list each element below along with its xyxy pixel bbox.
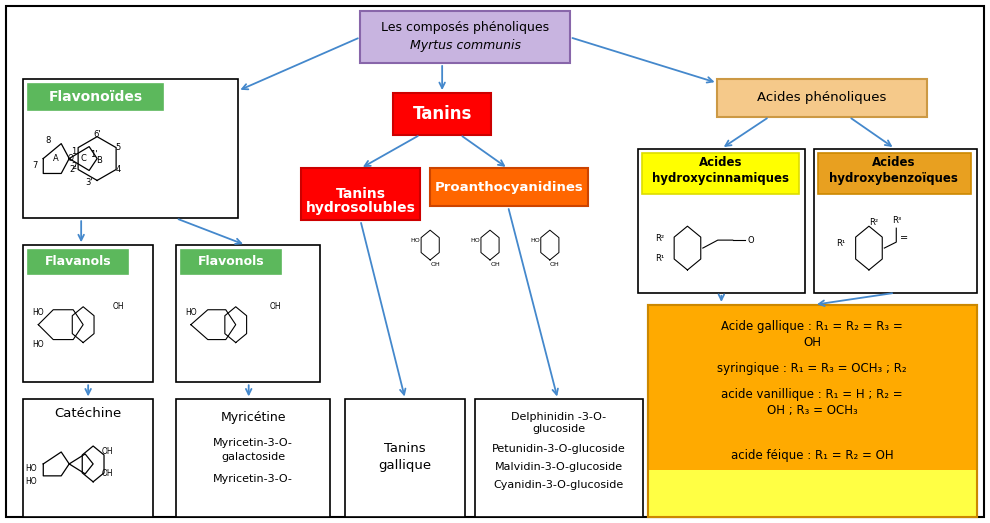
Text: OH: OH (490, 263, 500, 267)
Text: Tanins: Tanins (336, 187, 385, 201)
Bar (176, 399, 331, 517)
Text: hydroxybenzoïques: hydroxybenzoïques (830, 172, 958, 185)
Text: 8: 8 (46, 136, 50, 145)
Text: =: = (900, 233, 908, 243)
Text: 1': 1' (90, 150, 98, 159)
Bar (176, 245, 321, 382)
Text: R³: R³ (892, 215, 902, 225)
Text: R²: R² (655, 234, 664, 243)
Text: Acides: Acides (872, 156, 916, 169)
Bar (475, 399, 643, 517)
Text: OH: OH (550, 263, 559, 267)
Bar (647, 305, 977, 517)
Text: OH ; R₃ = OCH₃: OH ; R₃ = OCH₃ (766, 404, 857, 417)
Bar (29, 84, 163, 110)
Bar (24, 399, 153, 517)
Bar (29, 250, 128, 274)
Text: Myricétine: Myricétine (221, 411, 286, 424)
Text: R¹: R¹ (655, 254, 664, 263)
Text: Les composés phénoliques: Les composés phénoliques (381, 21, 549, 34)
Text: syringique : R₁ = R₃ = OCH₃ ; R₂: syringique : R₁ = R₃ = OCH₃ ; R₂ (718, 362, 907, 375)
Text: Myrtus communis: Myrtus communis (410, 39, 521, 52)
Bar (360, 12, 570, 63)
Text: acide féique : R₁ = R₂ = OH: acide féique : R₁ = R₂ = OH (731, 449, 893, 462)
Text: Tanins: Tanins (384, 441, 426, 454)
Bar (393, 93, 491, 135)
Text: 7: 7 (33, 161, 38, 170)
Text: Proanthocyanidines: Proanthocyanidines (435, 181, 583, 194)
Text: HO: HO (410, 237, 420, 243)
Text: glucoside: glucoside (533, 424, 585, 434)
Text: HO: HO (33, 308, 45, 317)
Text: Tanins: Tanins (413, 105, 472, 123)
Text: 4: 4 (116, 165, 121, 174)
Text: Flavanols: Flavanols (45, 256, 112, 268)
Text: Catéchine: Catéchine (54, 407, 122, 419)
Text: OH: OH (101, 469, 113, 479)
Bar (818, 153, 970, 195)
Text: Flavonols: Flavonols (197, 256, 264, 268)
Bar (301, 168, 420, 220)
Bar (647, 305, 977, 517)
Text: HO: HO (470, 237, 480, 243)
Text: Flavonoïdes: Flavonoïdes (49, 90, 143, 104)
Bar (24, 79, 238, 218)
Bar (647, 470, 977, 517)
Text: OH: OH (431, 263, 440, 267)
Text: hydroxycinnamiques: hydroxycinnamiques (651, 172, 789, 185)
Bar (24, 245, 153, 382)
Text: Acides phénoliques: Acides phénoliques (757, 92, 887, 105)
Text: OH: OH (270, 302, 281, 311)
Text: acide vanillique : R₁ = H ; R₂ =: acide vanillique : R₁ = H ; R₂ = (722, 388, 903, 401)
Text: 2: 2 (71, 162, 77, 171)
Bar (638, 149, 805, 293)
Text: Cyanidin-3-O-glucoside: Cyanidin-3-O-glucoside (494, 480, 624, 490)
Text: C: C (80, 154, 86, 163)
Text: Delphinidin -3-O-: Delphinidin -3-O- (511, 412, 607, 422)
Text: hydrosolubles: hydrosolubles (306, 201, 416, 215)
Text: O: O (747, 236, 754, 245)
Text: Myricetin-3-O-: Myricetin-3-O- (213, 438, 293, 448)
Text: R¹: R¹ (837, 238, 845, 247)
Text: A: A (53, 154, 59, 163)
Text: OH: OH (112, 302, 124, 311)
Text: 3': 3' (85, 178, 93, 187)
Text: gallique: gallique (379, 459, 432, 472)
Text: R²: R² (869, 218, 878, 226)
Text: Malvidin-3-O-glucoside: Malvidin-3-O-glucoside (495, 462, 623, 472)
Text: HO: HO (33, 340, 45, 349)
Bar (814, 149, 977, 293)
Text: galactoside: galactoside (221, 452, 285, 462)
Text: Acides: Acides (699, 156, 742, 169)
Text: OH: OH (803, 336, 821, 349)
Text: B: B (96, 156, 102, 165)
Text: Myricetin-3-O-: Myricetin-3-O- (213, 474, 293, 484)
Text: OH: OH (101, 448, 113, 457)
Text: Petunidin-3-O-glucoside: Petunidin-3-O-glucoside (492, 444, 626, 454)
Text: 2': 2' (69, 165, 77, 174)
Text: 1: 1 (71, 147, 77, 156)
Text: HO: HO (185, 308, 197, 317)
Bar (647, 305, 977, 470)
Text: HO: HO (26, 464, 37, 473)
Text: HO: HO (530, 237, 540, 243)
Text: 5: 5 (116, 143, 121, 152)
Bar (718, 79, 927, 117)
Bar (642, 153, 799, 195)
Bar (181, 250, 280, 274)
Text: 6': 6' (93, 130, 101, 139)
Text: HO: HO (26, 477, 37, 486)
Bar (431, 168, 588, 206)
Text: Acide gallique : R₁ = R₂ = R₃ =: Acide gallique : R₁ = R₂ = R₃ = (722, 320, 903, 333)
Text: O: O (67, 154, 73, 163)
Bar (346, 399, 465, 517)
